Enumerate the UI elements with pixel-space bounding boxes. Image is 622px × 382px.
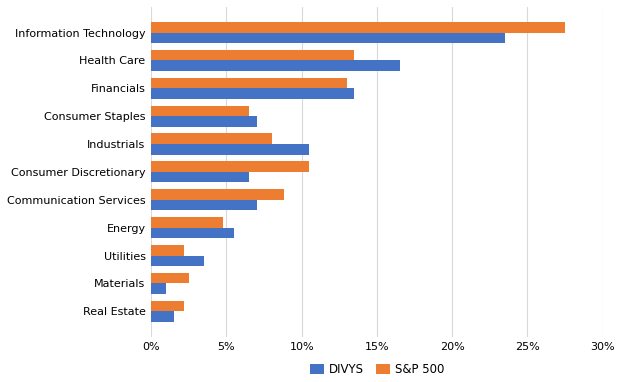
Bar — [151, 172, 249, 183]
Bar — [151, 105, 249, 116]
Bar — [151, 200, 256, 210]
Bar — [151, 22, 565, 32]
Bar — [151, 133, 272, 144]
Bar — [151, 189, 284, 200]
Legend: DIVYS, S&P 500: DIVYS, S&P 500 — [305, 358, 448, 380]
Bar — [151, 32, 505, 43]
Bar — [151, 78, 347, 88]
Bar — [151, 301, 184, 311]
Bar — [151, 256, 204, 266]
Bar — [151, 60, 399, 71]
Bar — [151, 50, 355, 60]
Bar — [151, 144, 309, 155]
Bar — [151, 311, 174, 322]
Bar — [151, 161, 309, 172]
Bar — [151, 116, 256, 127]
Bar — [151, 88, 355, 99]
Bar — [151, 283, 166, 294]
Bar — [151, 217, 223, 228]
Bar — [151, 228, 234, 238]
Bar — [151, 245, 184, 256]
Bar — [151, 273, 188, 283]
